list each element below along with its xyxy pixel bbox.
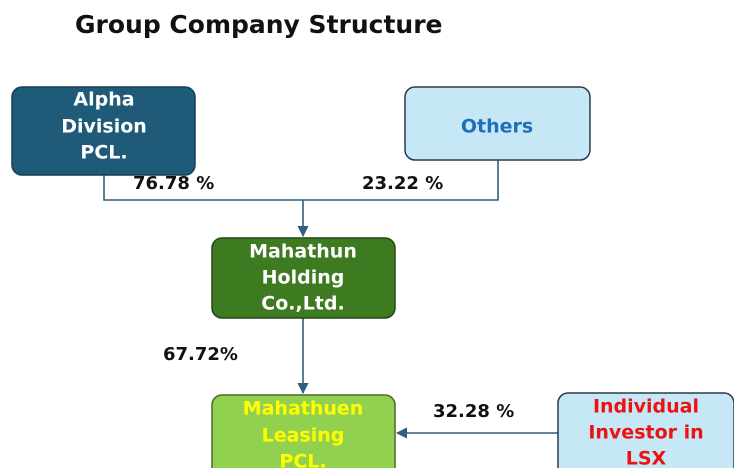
node-box (211, 394, 396, 468)
node-label: Mahathuen (243, 398, 364, 420)
edge-label: 76.78 % (133, 173, 214, 194)
node-box (11, 86, 196, 176)
node-label: Investor in (588, 422, 703, 444)
node-label: Mahathun (249, 241, 357, 263)
node-label: Others (461, 116, 533, 138)
node-label: Co.,Ltd. (261, 293, 344, 315)
node-label: Division (61, 116, 147, 138)
labels: Alpha Division PCL. Others Mahathun Holding Co… (61, 89, 703, 468)
node-label: PCL. (80, 142, 127, 164)
node-label: Leasing (262, 425, 345, 447)
node-label: LSX (626, 448, 667, 468)
edge-label: 23.22 % (362, 173, 443, 194)
node-box (404, 86, 591, 161)
node-label: PCL. (279, 451, 326, 468)
node-box (557, 392, 734, 468)
node-label: Individual (593, 396, 699, 418)
connector (103, 160, 499, 201)
node-box (211, 237, 396, 319)
title: Group Company Structure (75, 10, 443, 39)
edge-label: 32.28 % (433, 401, 514, 422)
node-label: Alpha (73, 89, 134, 111)
node-label: Holding (262, 267, 345, 289)
edge-label: 67.72% (163, 344, 238, 365)
